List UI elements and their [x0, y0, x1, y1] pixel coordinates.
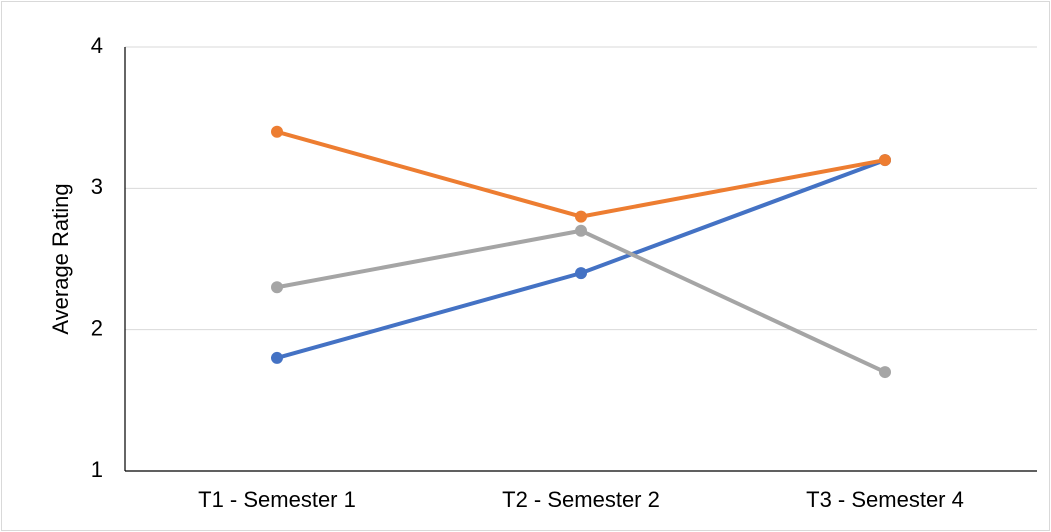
data-point	[575, 224, 587, 237]
data-point	[575, 210, 587, 223]
y-tick-label: 3	[91, 174, 103, 199]
y-tick-label: 1	[91, 457, 103, 482]
data-point	[271, 281, 283, 294]
y-tick-label: 2	[91, 315, 103, 340]
x-tick-label: T1 - Semester 1	[198, 487, 356, 512]
x-tick-label: T3 - Semester 4	[806, 487, 964, 512]
data-point	[271, 125, 283, 138]
data-point	[879, 366, 891, 379]
y-tick-label: 4	[91, 33, 103, 58]
data-point	[575, 267, 587, 280]
data-point	[879, 154, 891, 167]
y-axis-label: Average Rating	[48, 183, 73, 334]
data-point	[271, 351, 283, 364]
x-tick-label: T2 - Semester 2	[502, 487, 660, 512]
